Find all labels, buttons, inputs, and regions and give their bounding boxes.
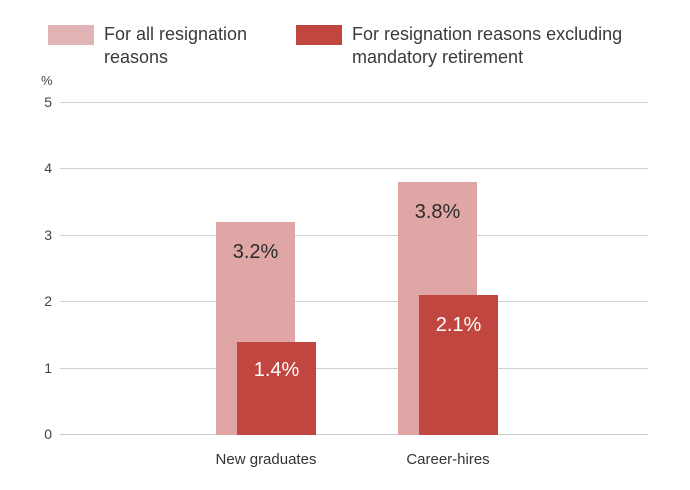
- y-axis-unit: %: [41, 73, 53, 88]
- bar-career-hires-excl: [419, 295, 498, 435]
- legend-label-excl: For resignation reasons excluding mandat…: [352, 23, 622, 69]
- ytick-2: 2: [44, 293, 52, 309]
- bar-label-new-graduates-all: 3.2%: [232, 241, 279, 263]
- ytick-0: 0: [44, 426, 52, 442]
- gridline-3: [60, 235, 648, 236]
- x-label-new-graduates: New graduates: [215, 451, 317, 468]
- bar-label-career-hires-excl: 2.1%: [435, 314, 482, 336]
- x-label-career-hires: Career-hires: [406, 451, 490, 468]
- legend-label-excl-line2: mandatory retirement: [352, 47, 524, 67]
- legend-label-all-line2: reasons: [104, 47, 169, 67]
- legend-swatch-all: [48, 25, 94, 45]
- bar-new-graduates-excl: [237, 342, 316, 435]
- legend-label-excl-line1: For resignation reasons excluding: [352, 24, 623, 44]
- bar-label-new-graduates-excl: 1.4%: [253, 359, 300, 381]
- ytick-5: 5: [44, 94, 52, 110]
- gridline-1: [60, 368, 648, 369]
- ytick-1: 1: [44, 360, 52, 376]
- ytick-3: 3: [44, 227, 52, 243]
- legend-swatch-excl: [296, 25, 342, 45]
- gridline-0: [60, 434, 648, 435]
- ytick-4: 4: [44, 160, 52, 176]
- gridline-4: [60, 168, 648, 169]
- gridline-5: [60, 102, 648, 103]
- legend-label-all-line1: For all resignation: [104, 24, 248, 44]
- legend-label-all: For all resignation reasons: [104, 23, 247, 69]
- bar-label-career-hires-all: 3.8%: [414, 201, 461, 223]
- gridline-2: [60, 301, 648, 302]
